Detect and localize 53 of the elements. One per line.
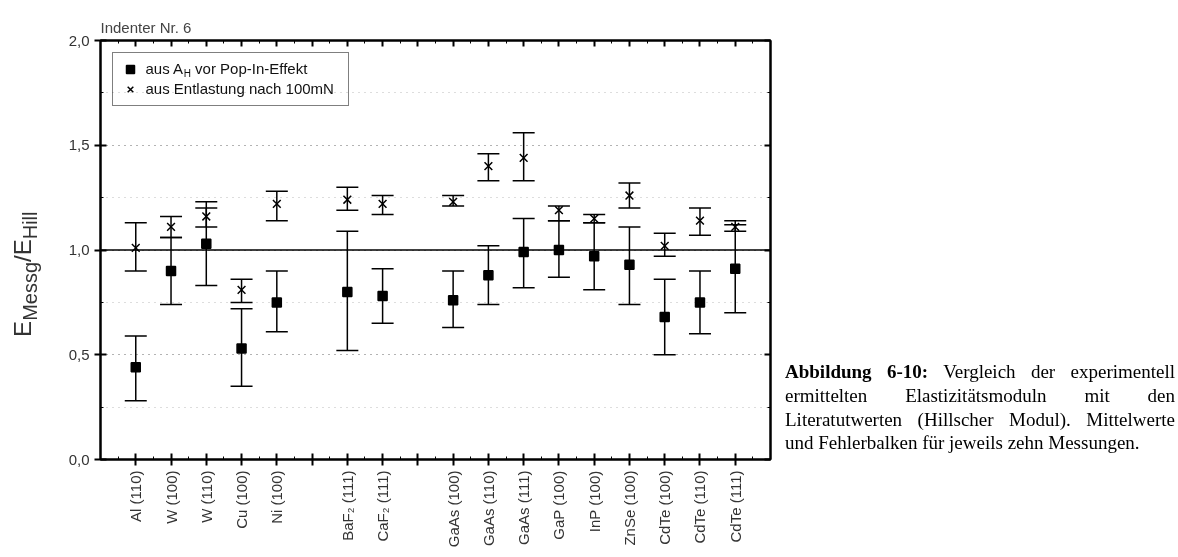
text: Abbildung 6-10: Vergleich der experimentell ermittelten Elastizitätsmoduln mit den Literatutwerten (Hillscher Modul). Mittelwerte und Fehlerbalken für jeweils zehn Messungen. [785,360,1175,455]
point [236,285,247,295]
point [342,195,352,205]
point [729,263,741,275]
x-tick-label: W (110) [197,470,215,523]
x-tick-label: W (100) [162,470,180,524]
x-tick-label: CdTe (100) [656,470,674,545]
x-tick-label: CaF₂ (111) [374,470,392,542]
point [483,161,494,171]
y-tick-label: 0,0 [68,450,90,468]
x-tick-label: Cu (100) [233,470,251,529]
point [447,295,459,306]
x-tick-label: Ni (100) [268,470,286,524]
y-tick-label: 1,5 [68,136,90,154]
point [130,362,142,373]
x-tick-label: InP (100) [585,470,603,533]
point [554,205,564,215]
y-tick-label: 1,0 [68,241,90,258]
point [519,153,529,163]
x-tick-label: Al (110) [127,470,145,522]
point [660,241,670,251]
x-tick-label: GaAs (100) [444,470,462,548]
point [695,216,705,226]
y-tick-label: 2,0 [68,31,90,49]
point [377,199,388,209]
x-tick-label: ZnSe (100) [620,470,638,546]
point [272,199,282,209]
x-tick-label: GaAs (111) [515,470,533,545]
x-tick-label: GaAs (110) [479,470,497,547]
point [236,343,247,354]
point [588,251,600,262]
point [342,286,353,298]
point [201,211,211,222]
point [166,222,176,232]
y-tick-label: 0,5 [68,345,90,363]
chart-title: Indenter Nr. 6 [100,18,192,36]
x-tick-label: CdTe (111) [726,470,744,543]
point [448,197,458,207]
point [624,190,635,201]
point [624,259,635,270]
point [694,297,706,308]
x-tick-label: BaF₂ (111) [338,470,356,541]
point [271,297,283,308]
x-tick-label: GaP (100) [550,470,568,540]
point [165,265,177,277]
point [201,238,212,249]
point [131,243,141,253]
legend-label: aus Entlastung nach 100mN [145,80,334,97]
point [483,269,494,281]
point [377,290,388,302]
point [659,311,670,323]
point [730,222,740,232]
x-tick-label: CdTe (110) [691,470,709,544]
